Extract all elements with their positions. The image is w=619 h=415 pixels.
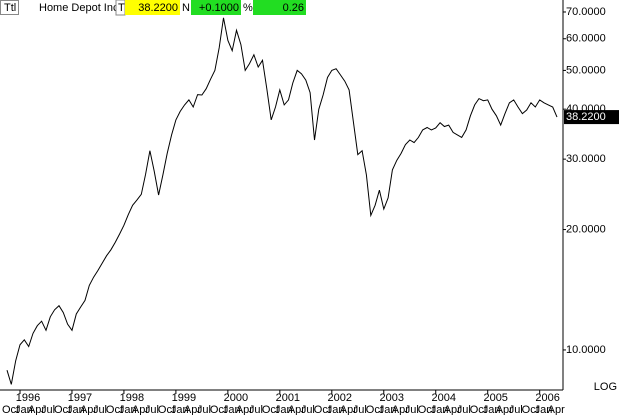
y-tick-label: 20.0000 bbox=[566, 223, 606, 235]
y-tick-label: 30.0000 bbox=[566, 153, 606, 165]
x-tick-label: 1997 bbox=[68, 392, 92, 404]
pct-value: 0.26 bbox=[283, 2, 304, 14]
x-minor-label: Jan bbox=[379, 404, 397, 415]
x-minor-label: Jul bbox=[145, 404, 159, 415]
y-tick-label: 70.0000 bbox=[566, 6, 606, 18]
x-minor-label: Jan bbox=[15, 404, 33, 415]
x-minor-label: Jan bbox=[119, 404, 137, 415]
x-minor-label: Jan bbox=[483, 404, 501, 415]
tab-box bbox=[0, 0, 19, 15]
x-minor-label: Oct bbox=[158, 404, 175, 415]
x-minor-label: Jan bbox=[535, 404, 553, 415]
x-minor-label: Jul bbox=[249, 404, 263, 415]
x-minor-label: Oct bbox=[106, 404, 123, 415]
x-minor-label: Jan bbox=[275, 404, 293, 415]
x-minor-label: Jan bbox=[327, 404, 345, 415]
x-minor-label: Apr bbox=[288, 404, 305, 415]
x-tick-label: 1998 bbox=[120, 392, 144, 404]
last-value: 38.2200 bbox=[138, 2, 178, 14]
last-box bbox=[125, 0, 180, 15]
x-minor-label: Jul bbox=[457, 404, 471, 415]
price-line bbox=[6, 17, 558, 385]
x-minor-label: Apr bbox=[340, 404, 357, 415]
header: Ttl Home Depot Inc T 38.2200 N +0.1000 %… bbox=[0, 0, 306, 16]
x-minor-label: Jul bbox=[93, 404, 107, 415]
x-tick-label: 1999 bbox=[172, 392, 196, 404]
x-minor-label: Jul bbox=[197, 404, 211, 415]
x-minor-label: Oct bbox=[54, 404, 71, 415]
x-minor-label: Apr bbox=[184, 404, 201, 415]
minor-axis: OctJanAprJulOctJanAprJulOctJanAprJulOctJ… bbox=[2, 404, 565, 415]
pct-box bbox=[253, 0, 306, 15]
tab: Ttl bbox=[4, 2, 16, 14]
x-minor-label: Oct bbox=[470, 404, 487, 415]
y-tick-label: 60.0000 bbox=[566, 33, 606, 45]
x-minor-label: Jan bbox=[431, 404, 449, 415]
x-tick-label: 2000 bbox=[224, 392, 248, 404]
pct-label: % bbox=[243, 2, 253, 14]
x-minor-label: Apr bbox=[392, 404, 409, 415]
x-minor-label: Oct bbox=[262, 404, 279, 415]
last-price-label: 38.2200 bbox=[566, 111, 606, 123]
x-minor-label: Jul bbox=[301, 404, 315, 415]
x-minor-label: Oct bbox=[418, 404, 435, 415]
last-label: T bbox=[118, 2, 125, 14]
x-minor-label: Apr bbox=[444, 404, 461, 415]
x-minor-label: Jul bbox=[405, 404, 419, 415]
x-tick-label: 2001 bbox=[276, 392, 300, 404]
x-tick-label: 2003 bbox=[380, 392, 404, 404]
x-minor-label: Oct bbox=[522, 404, 539, 415]
x-minor-label: Jan bbox=[223, 404, 241, 415]
x-minor-label: Oct bbox=[210, 404, 227, 415]
change-value: +0.1000 bbox=[199, 2, 239, 14]
x-minor-label: Jan bbox=[67, 404, 85, 415]
x-tick-label: 2004 bbox=[431, 392, 455, 404]
x-minor-label: Jul bbox=[353, 404, 367, 415]
x-tick-label: 1996 bbox=[16, 392, 40, 404]
x-minor-label: Apr bbox=[548, 404, 565, 415]
y-tick-label: 50.0000 bbox=[566, 64, 606, 76]
x-minor-label: Apr bbox=[236, 404, 253, 415]
y-tick-label: 10.0000 bbox=[566, 344, 606, 356]
x-minor-label: Apr bbox=[496, 404, 513, 415]
x-minor-label: Jul bbox=[41, 404, 55, 415]
x-minor-label: Oct bbox=[314, 404, 331, 415]
x-minor-label: Jul bbox=[509, 404, 523, 415]
scale-label: LOG bbox=[594, 381, 617, 393]
x-minor-label: Apr bbox=[28, 404, 45, 415]
x-minor-label: Apr bbox=[132, 404, 149, 415]
x-minor-label: Oct bbox=[366, 404, 383, 415]
change-box bbox=[191, 0, 241, 15]
x-tick-label: 2006 bbox=[535, 392, 559, 404]
x-minor-label: Jan bbox=[171, 404, 189, 415]
last-price-box bbox=[564, 110, 619, 125]
x-tick-label: 2002 bbox=[328, 392, 352, 404]
x-minor-label: Apr bbox=[80, 404, 97, 415]
change-label: N bbox=[182, 2, 190, 14]
x-tick-label: 2005 bbox=[483, 392, 507, 404]
x-minor-label: Oct bbox=[2, 404, 19, 415]
security-name: Home Depot Inc bbox=[39, 2, 119, 14]
